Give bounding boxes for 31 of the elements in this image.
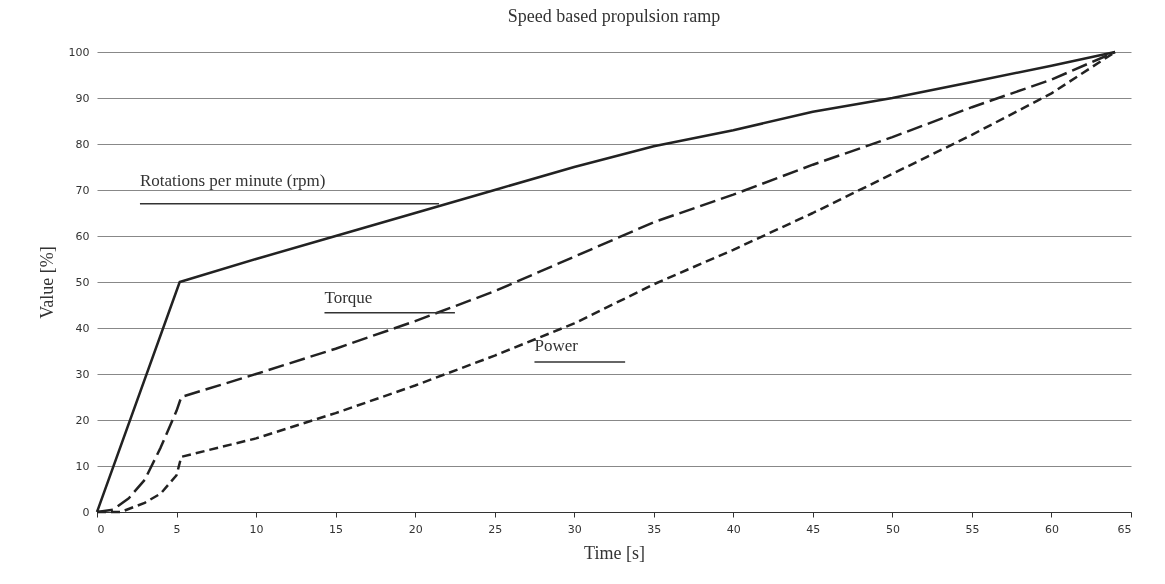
y-tick-label: 100 (68, 45, 90, 59)
x-axis-title: Time [s] (584, 542, 645, 563)
y-tick-label: 80 (75, 137, 90, 151)
y-tick-label: 30 (75, 367, 90, 381)
x-tick-label: 20 (408, 522, 423, 536)
x-tick-label: 40 (726, 522, 741, 536)
y-axis-title: Value [%] (36, 246, 57, 319)
y-tick-label: 0 (82, 505, 90, 519)
x-tick-label: 35 (647, 522, 662, 536)
y-tick-label: 70 (75, 183, 90, 197)
x-tick-label: 5 (173, 522, 181, 536)
text: Rotations per minute (rpm) (139, 170, 326, 190)
x-tick-label: 60 (1044, 522, 1059, 536)
x-tick-label: 10 (249, 522, 264, 536)
x-tick-label: 45 (806, 522, 821, 536)
y-tick-label: 50 (75, 275, 90, 289)
x-tick-label: 30 (567, 522, 582, 536)
series-label: Power (534, 336, 579, 356)
x-tick-label: 15 (329, 522, 344, 536)
y-tick-label: 20 (75, 413, 90, 427)
x-tick-label: 25 (488, 522, 503, 536)
series-label: Torque (324, 288, 373, 308)
chart-title: Speed based propulsion ramp (507, 6, 721, 26)
y-tick-label: 40 (75, 321, 90, 335)
y-tick-label: 60 (75, 229, 90, 243)
x-tick-label: 0 (97, 522, 105, 536)
y-tick-label: 10 (75, 459, 90, 473)
x-tick-label: 50 (885, 522, 900, 536)
x-tick-label: 65 (1117, 522, 1132, 536)
y-tick-label: 90 (75, 91, 90, 105)
x-tick-label: 55 (965, 522, 980, 536)
